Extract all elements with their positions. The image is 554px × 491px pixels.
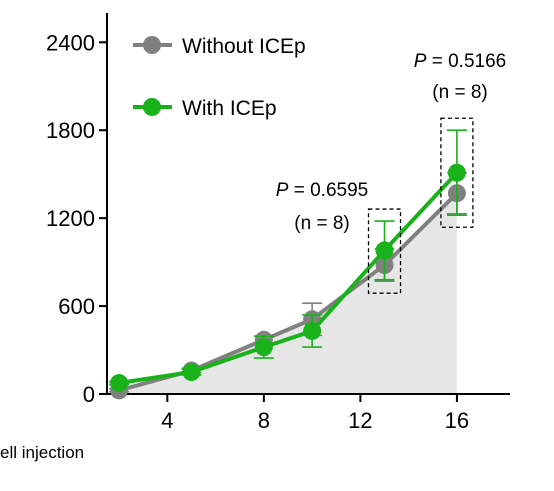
- legend-label: With ICEp: [182, 97, 277, 120]
- data-point: [447, 163, 466, 182]
- data-point: [303, 321, 322, 340]
- x-tick-label: 4: [161, 408, 173, 433]
- y-tick-label: 2400: [46, 30, 95, 55]
- x-axis: 4 8 12 16: [107, 393, 510, 433]
- x-tick-label: 8: [258, 408, 270, 433]
- p-value: = 0.6595: [288, 180, 368, 201]
- p-value-label: P = 0.5166: [414, 51, 506, 72]
- legend-marker: [143, 36, 161, 54]
- p-symbol: P: [276, 180, 289, 201]
- annotation-layer: P = 0.6595(n = 8)P = 0.5166(n = 8): [276, 51, 506, 294]
- series-line: [118, 171, 459, 385]
- significance-box: [440, 117, 474, 228]
- x-tick-label: 12: [348, 408, 372, 433]
- y-tick-label: 600: [58, 294, 95, 319]
- y-axis: 0 600 1200 1800 2400: [46, 13, 108, 407]
- y-tick-label: 0: [83, 382, 95, 407]
- data-point: [182, 363, 201, 382]
- y-tick-label: 1200: [46, 206, 95, 231]
- legend-marker: [143, 98, 161, 116]
- y-tick-label: 1800: [46, 118, 95, 143]
- data-point: [375, 241, 394, 260]
- significance-box: [367, 208, 402, 294]
- n-label: (n = 8): [432, 82, 487, 103]
- series-layer: [109, 129, 467, 400]
- data-point: [254, 338, 273, 357]
- shaded-area: [119, 193, 457, 394]
- data-point: [110, 374, 129, 393]
- p-symbol: P: [414, 51, 427, 72]
- legend-label: Without ICEp: [182, 35, 306, 58]
- series-with-icep: [109, 129, 467, 393]
- p-value-label: P = 0.6595: [276, 180, 368, 201]
- x-axis-label: ell injection: [0, 443, 84, 462]
- legend: Without ICEp With ICEp: [133, 35, 306, 120]
- n-label: (n = 8): [294, 213, 349, 234]
- x-tick-label: 16: [445, 408, 469, 433]
- p-value: = 0.5166: [426, 51, 506, 72]
